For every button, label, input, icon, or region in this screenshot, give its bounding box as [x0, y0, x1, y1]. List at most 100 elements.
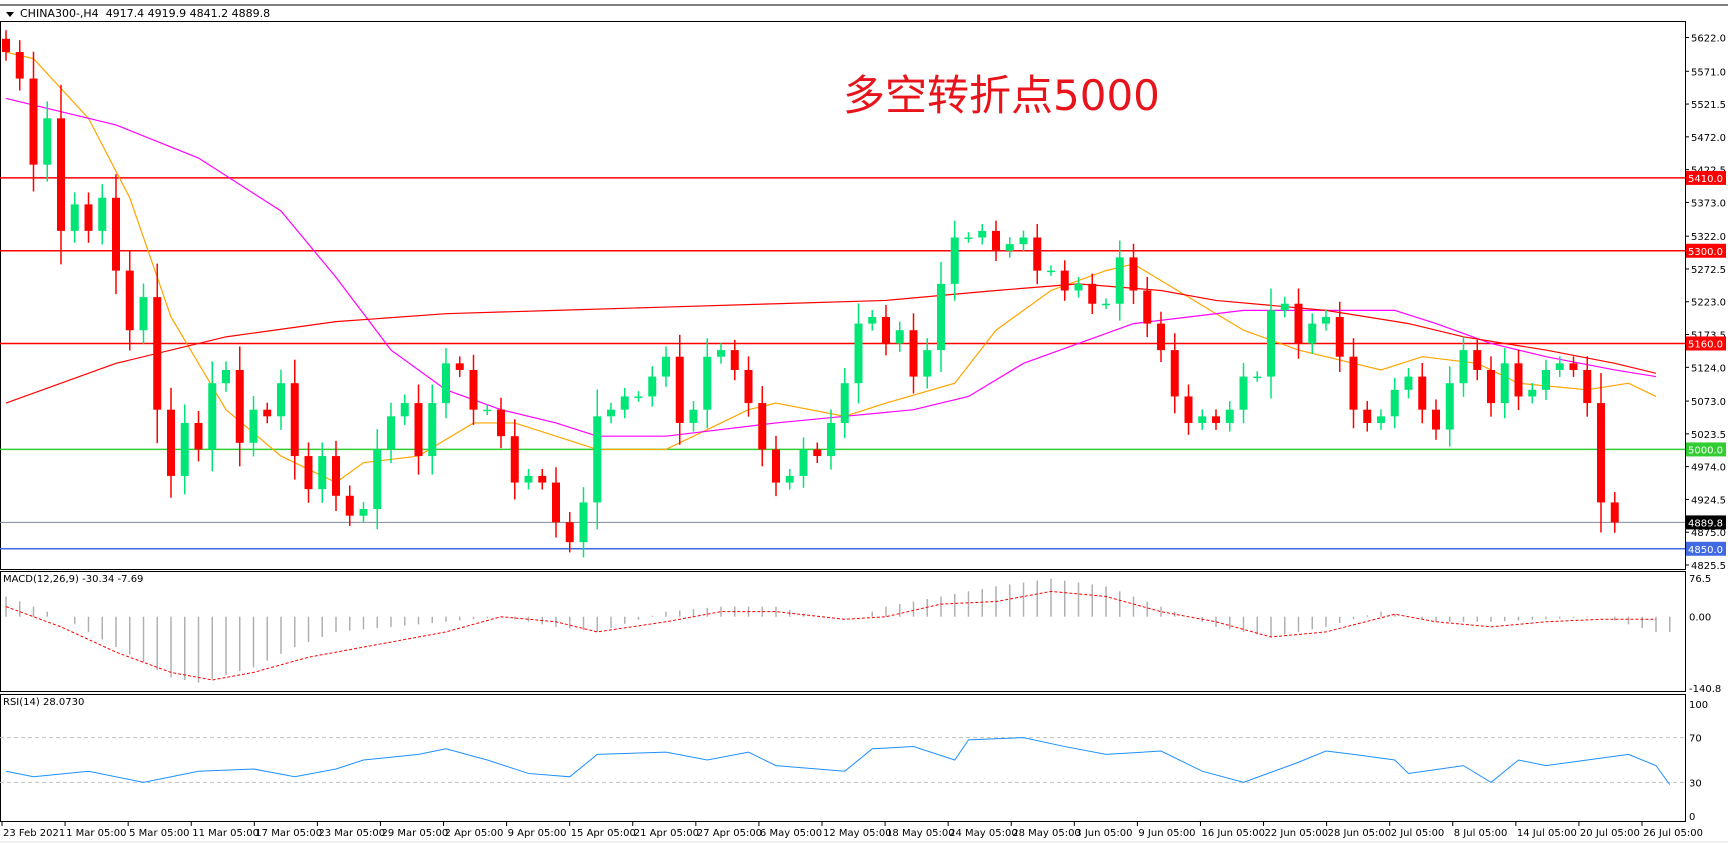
candle-up	[318, 456, 327, 490]
y-tick-label: 5521.5	[1691, 100, 1726, 111]
candle-down	[772, 449, 780, 483]
macd-panel-frame	[0, 571, 1686, 692]
level-label: 5410.0	[1688, 174, 1723, 185]
candle-up	[1404, 376, 1413, 390]
candle-up	[442, 363, 450, 404]
candle-up	[483, 409, 492, 412]
y-tick-label: 5023.5	[1691, 430, 1726, 441]
x-tick-label: 15 Apr 05:00	[571, 828, 636, 839]
dropdown-triangle-icon[interactable]	[6, 11, 14, 17]
y-tick-label: 5322.0	[1691, 232, 1726, 243]
level-label: 4889.8	[1688, 518, 1723, 529]
candle-up	[717, 350, 725, 357]
candle-down	[882, 316, 890, 344]
x-tick-label: 28 May 05:00	[1012, 828, 1081, 839]
candle-up	[139, 297, 148, 331]
candle-up	[1528, 389, 1537, 397]
candle-up	[1019, 237, 1028, 245]
candle-up	[785, 475, 794, 483]
symbol-label: CHINA300-,H4	[20, 7, 99, 20]
candle-up	[607, 409, 615, 417]
x-tick-label: 12 May 05:00	[823, 828, 892, 839]
candle-up	[277, 383, 285, 417]
candle-up	[620, 396, 629, 410]
level-label: 4850.0	[1688, 545, 1723, 556]
candle-up	[387, 416, 395, 450]
level-label: 5160.0	[1688, 339, 1723, 350]
macd-tick-label: 0.00	[1689, 613, 1711, 624]
candle-down	[992, 230, 1000, 251]
candle-down	[744, 369, 753, 404]
candle-up	[1322, 316, 1330, 324]
candle-up	[249, 409, 258, 443]
candle-up	[895, 330, 904, 344]
x-tick-label: 22 Jun 05:00	[1265, 828, 1329, 839]
x-tick-label: 23 Mar 05:00	[318, 828, 385, 839]
chart-header: CHINA300-,H4 4917.4 4919.9 4841.2 4889.8	[6, 7, 270, 20]
candle-up	[180, 422, 189, 476]
candle-down	[304, 456, 313, 490]
moving-average-line	[5, 51, 1657, 484]
candle-up	[1542, 369, 1550, 390]
level-label: 5300.0	[1688, 247, 1723, 258]
candle-up	[799, 449, 808, 476]
candle-up	[70, 204, 79, 231]
x-tick-label: 5 Mar 05:00	[129, 828, 189, 839]
candle-down	[1212, 416, 1220, 423]
y-tick-label: 4875.0	[1691, 528, 1726, 539]
y-tick-label: 4825.5	[1691, 561, 1726, 572]
rsi-line	[5, 737, 1671, 785]
y-tick-label: 5124.0	[1691, 363, 1726, 374]
candle-down	[125, 270, 134, 331]
y-tick-label: 5472.0	[1691, 133, 1726, 144]
y-tick-label: 5571.0	[1691, 67, 1726, 78]
level-label-box	[1686, 515, 1726, 530]
candle-down	[290, 383, 299, 457]
y-tick-label: 5073.0	[1691, 397, 1726, 408]
candle-up	[1005, 244, 1014, 251]
candle-down	[263, 409, 272, 417]
rsi-tick-label: 30	[1689, 778, 1702, 789]
candle-down	[414, 403, 423, 457]
x-tick-label: 24 May 05:00	[949, 828, 1018, 839]
y-tick-label: 5622.0	[1691, 34, 1726, 45]
rsi-tick-label: 100	[1689, 700, 1708, 711]
level-label-box	[1686, 541, 1726, 556]
candle-up	[222, 369, 230, 384]
candle-down	[153, 297, 162, 410]
candle-down	[1088, 283, 1097, 304]
candle-down	[2, 38, 10, 53]
x-tick-label: 2 Jul 05:00	[1391, 828, 1445, 839]
candle-up	[662, 356, 670, 377]
x-tick-label: 28 Jun 05:00	[1328, 828, 1392, 839]
main-panel-frame	[0, 21, 1686, 570]
candle-up	[524, 475, 533, 483]
x-tick-label: 17 Mar 05:00	[255, 828, 322, 839]
candle-up	[98, 197, 107, 231]
candle-down	[1335, 316, 1344, 357]
candle-down	[194, 422, 203, 450]
x-tick-label: 26 Jul 05:00	[1643, 828, 1703, 839]
candle-down	[167, 409, 175, 476]
candle-up	[634, 396, 643, 398]
candle-down	[909, 330, 918, 377]
candle-down	[1583, 369, 1592, 404]
y-tick-label: 4924.5	[1691, 495, 1726, 506]
candle-down	[1294, 303, 1303, 344]
x-tick-label: 21 Apr 05:00	[634, 828, 699, 839]
y-tick-label: 4974.0	[1691, 463, 1726, 474]
candle-down	[235, 369, 244, 443]
macd-tick-label: -140.8	[1689, 684, 1721, 695]
candle-down	[112, 197, 120, 271]
candle-down	[1473, 350, 1482, 370]
x-tick-label: 20 Jul 05:00	[1580, 828, 1640, 839]
x-tick-label: 14 Jul 05:00	[1517, 828, 1577, 839]
y-tick-label: 5272.5	[1691, 265, 1726, 276]
candle-up	[964, 237, 973, 240]
candle-up	[428, 403, 437, 457]
candle-down	[1349, 356, 1358, 410]
candle-up	[1253, 376, 1262, 379]
candle-down	[565, 522, 574, 543]
candle-up	[43, 118, 52, 165]
